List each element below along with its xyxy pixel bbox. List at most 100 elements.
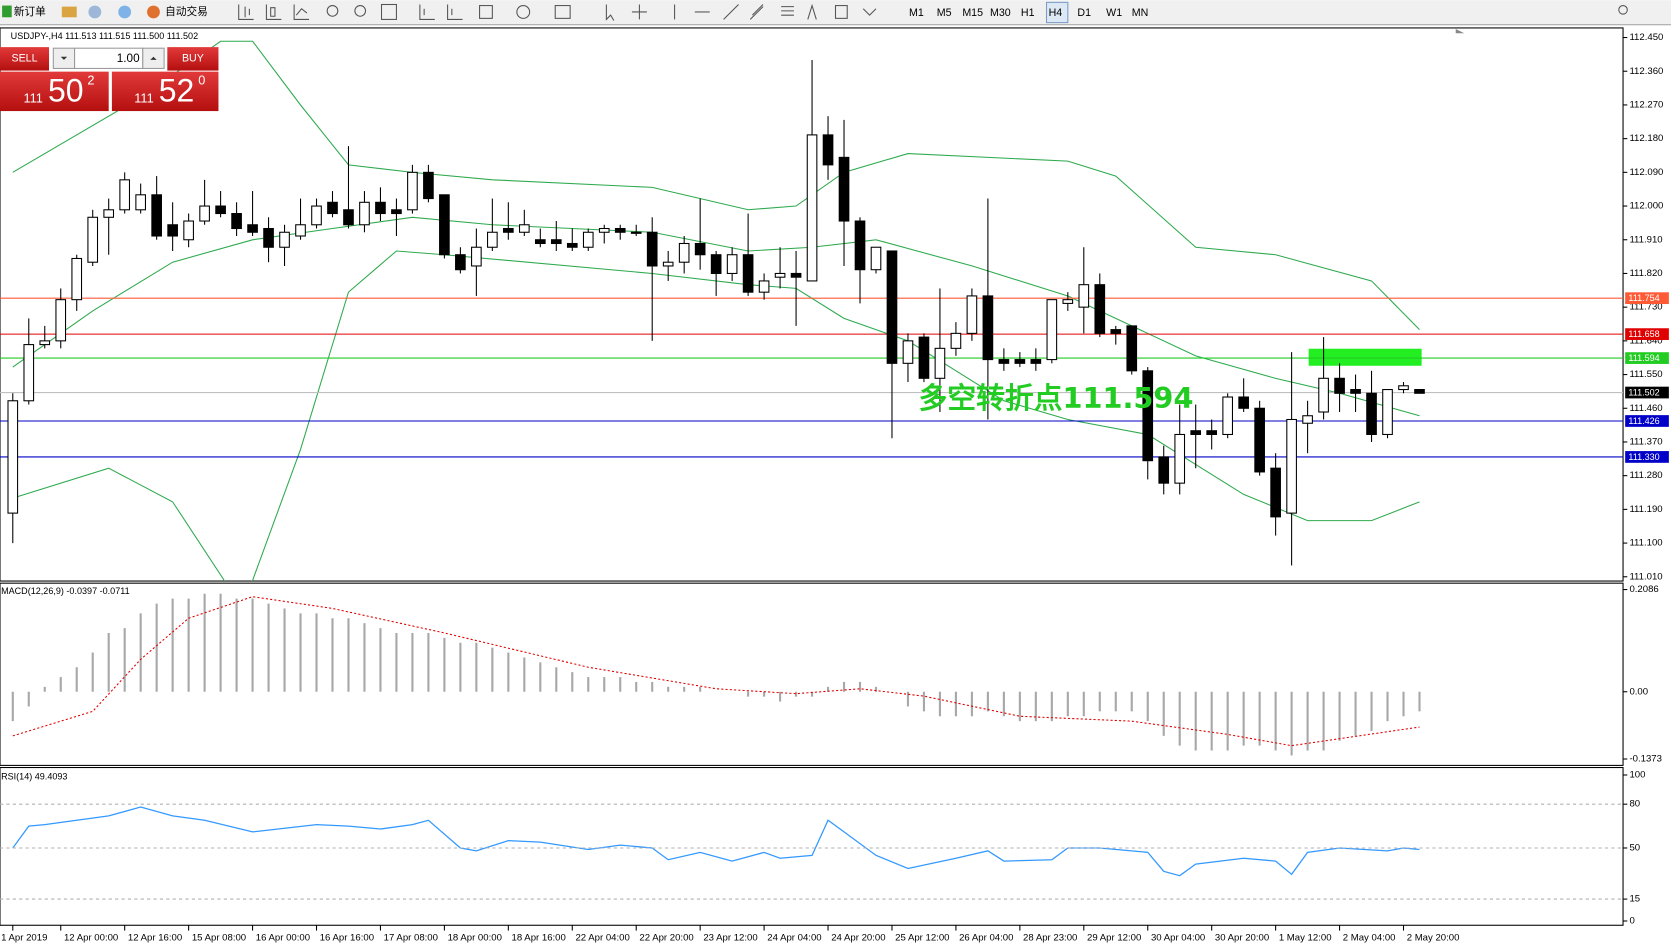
axes: USDJPY-,H4 111.513 111.515 111.500 111.5… bbox=[0, 31, 1669, 944]
macd-panel bbox=[0, 582, 1624, 766]
timeframe-button[interactable]: W1 bbox=[1106, 7, 1122, 19]
icon[interactable] bbox=[834, 5, 848, 19]
candle-body bbox=[1174, 433, 1186, 484]
candle-body bbox=[359, 201, 370, 226]
icon[interactable] bbox=[605, 4, 615, 21]
icon[interactable] bbox=[265, 4, 282, 20]
candle-body bbox=[55, 299, 67, 342]
new-order-button[interactable]: 新订单 bbox=[2, 5, 46, 18]
annotation: 多空转折点111.594 bbox=[919, 381, 1194, 415]
tool-icons[interactable] bbox=[238, 3, 1628, 21]
candle-body bbox=[1062, 299, 1074, 304]
candle-body bbox=[167, 224, 178, 237]
shift-marker bbox=[1455, 29, 1465, 34]
icon[interactable] bbox=[293, 4, 310, 20]
y-tick-label: 0.2086 bbox=[1629, 584, 1658, 595]
ask-pips: 52 bbox=[159, 72, 195, 108]
candle-body bbox=[726, 254, 738, 274]
icon[interactable] bbox=[807, 3, 817, 20]
candle-body bbox=[1030, 359, 1042, 364]
icon[interactable] bbox=[749, 4, 764, 20]
price-level-label: 111.658 bbox=[1628, 329, 1659, 339]
candle-body bbox=[439, 194, 450, 256]
lot-value: 1.00 bbox=[117, 52, 140, 65]
icon[interactable] bbox=[88, 5, 102, 19]
icon[interactable] bbox=[554, 5, 571, 19]
timeframe-button[interactable]: D1 bbox=[1077, 7, 1091, 19]
timeframe-button[interactable]: MN bbox=[1132, 7, 1149, 19]
price-level-label: 111.594 bbox=[1628, 353, 1659, 363]
candle-body bbox=[822, 134, 834, 166]
timeframe-button[interactable]: M15 bbox=[962, 7, 983, 19]
x-tick-label: 17 Apr 08:00 bbox=[384, 933, 438, 944]
candle-body bbox=[407, 171, 418, 211]
x-tick-label: 30 Apr 20:00 bbox=[1215, 933, 1269, 944]
candle-body bbox=[215, 205, 226, 215]
panel-title: MACD(12,26,9) -0.0397 -0.0711 bbox=[1, 586, 130, 596]
y-tick-label: 111.820 bbox=[1629, 268, 1662, 279]
y-tick-label: 112.180 bbox=[1629, 133, 1663, 144]
ask-big: 111 bbox=[134, 91, 153, 106]
x-tick-label: 24 Apr 04:00 bbox=[767, 933, 821, 944]
arrow bbox=[60, 56, 68, 60]
candle-body bbox=[790, 272, 802, 278]
candle-body bbox=[263, 227, 274, 248]
icon[interactable] bbox=[479, 5, 493, 19]
candle-body bbox=[71, 257, 83, 301]
icon[interactable] bbox=[862, 8, 877, 16]
y-tick-label: 112.000 bbox=[1629, 201, 1663, 212]
candle-body bbox=[630, 231, 642, 234]
candle-body bbox=[295, 224, 306, 237]
y-tick-label: 111.460 bbox=[1629, 403, 1662, 414]
y-tick-label: 100 bbox=[1629, 770, 1645, 781]
sell-button[interactable] bbox=[0, 47, 50, 71]
candle-body bbox=[503, 227, 514, 233]
rsi-panel bbox=[0, 766, 1624, 926]
search-icon[interactable] bbox=[1618, 5, 1628, 15]
y-tick-label: 111.910 bbox=[1629, 234, 1662, 245]
icon[interactable] bbox=[61, 6, 77, 18]
candle-body bbox=[678, 242, 690, 263]
candle-body bbox=[39, 340, 51, 346]
bid-box[interactable] bbox=[0, 71, 109, 112]
price-level-box bbox=[1625, 292, 1669, 305]
icon[interactable] bbox=[447, 4, 463, 20]
timeframe-button[interactable]: M5 bbox=[937, 7, 952, 19]
timeframe-button[interactable]: H4 bbox=[1049, 7, 1063, 19]
candle-body bbox=[1350, 389, 1361, 394]
label: 新订单 bbox=[14, 5, 46, 18]
price-level-box bbox=[1625, 415, 1669, 427]
candle-body bbox=[534, 239, 546, 245]
buy-button[interactable] bbox=[167, 47, 219, 71]
timeframe-button[interactable]: M1 bbox=[909, 7, 924, 19]
candle-body bbox=[966, 295, 978, 334]
icon[interactable] bbox=[516, 5, 531, 19]
candle-body bbox=[950, 332, 962, 349]
icon[interactable] bbox=[723, 4, 739, 20]
icon[interactable] bbox=[631, 4, 647, 20]
icon[interactable] bbox=[380, 3, 397, 20]
icon bbox=[2, 5, 12, 18]
timeframe-button[interactable]: H1 bbox=[1021, 7, 1035, 19]
ask-box[interactable] bbox=[111, 71, 219, 112]
icon[interactable] bbox=[354, 5, 367, 17]
icon[interactable] bbox=[781, 6, 794, 16]
icon[interactable] bbox=[326, 5, 339, 17]
y-tick-label: 112.090 bbox=[1629, 167, 1663, 178]
price-level-label: 111.502 bbox=[1628, 387, 1659, 397]
x-tick-label: 2 May 20:00 bbox=[1407, 933, 1460, 944]
icon[interactable] bbox=[118, 5, 132, 19]
icon[interactable] bbox=[238, 4, 254, 20]
auto-trading-button[interactable]: 自动交易 bbox=[147, 5, 208, 19]
candle-body bbox=[1254, 407, 1265, 473]
x-tick-label: 29 Apr 12:00 bbox=[1087, 933, 1141, 944]
price-level-label: 111.330 bbox=[1628, 452, 1659, 462]
candle-body bbox=[1398, 385, 1409, 391]
candle-body bbox=[998, 359, 1010, 364]
candle-body bbox=[1078, 284, 1090, 308]
rsi-plot bbox=[12, 806, 1420, 877]
candle-body bbox=[343, 209, 354, 226]
y-tick-label: -0.1373 bbox=[1629, 754, 1662, 765]
timeframe-button[interactable]: M30 bbox=[990, 7, 1011, 19]
icon[interactable] bbox=[419, 4, 435, 20]
